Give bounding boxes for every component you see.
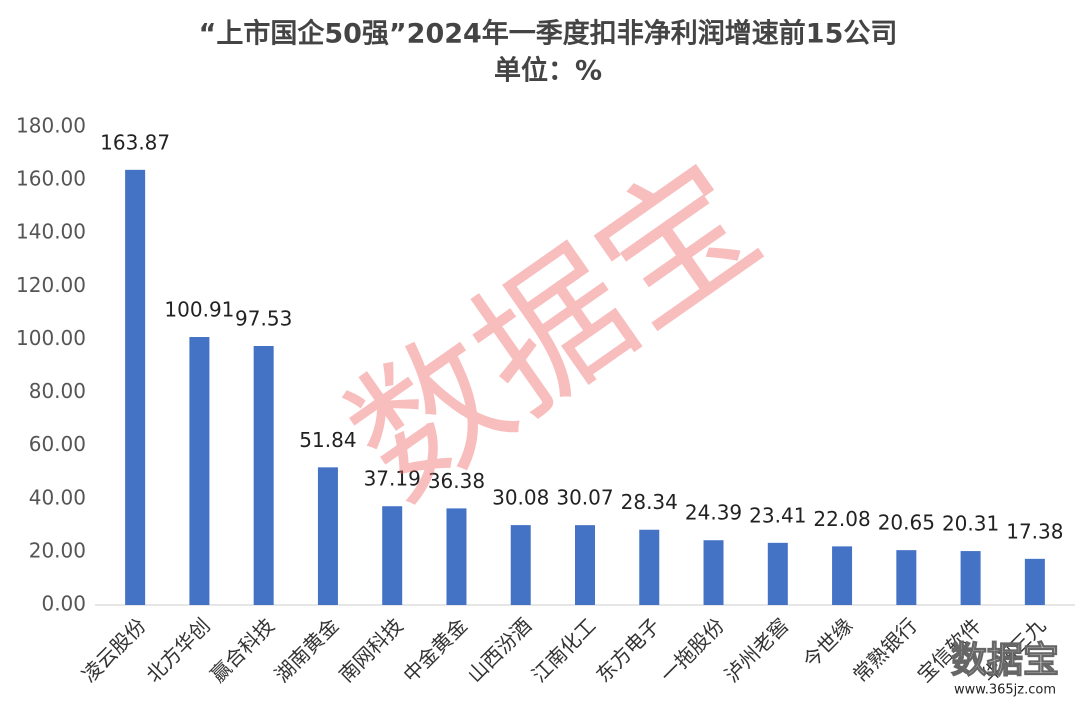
bar — [1024, 558, 1045, 605]
chart-subtitle: 单位：% — [494, 55, 602, 87]
y-tick-label: 100.00 — [16, 326, 86, 350]
x-tick-label: 北方华创 — [141, 613, 215, 687]
bar — [896, 550, 917, 605]
x-tick-label: 凌云股份 — [77, 613, 151, 687]
value-label: 20.31 — [942, 512, 999, 536]
logo-site: www.365jz.com — [954, 683, 1056, 698]
value-label: 17.38 — [1006, 519, 1063, 543]
y-tick-label: 0.00 — [41, 592, 86, 616]
value-label: 24.39 — [685, 501, 742, 525]
bar — [575, 525, 595, 605]
bar — [510, 525, 531, 605]
bar — [382, 506, 403, 605]
x-tick-label: 东方电子 — [591, 613, 665, 687]
y-tick-label: 80.00 — [29, 379, 86, 403]
y-tick-label: 180.00 — [16, 114, 86, 138]
y-tick-label: 140.00 — [16, 220, 86, 244]
bar — [767, 542, 788, 605]
bar — [639, 529, 660, 605]
bar — [703, 540, 724, 605]
bar — [189, 337, 210, 605]
value-label: 30.08 — [492, 486, 549, 510]
value-label: 51.84 — [299, 428, 356, 452]
watermark: 数据宝 — [320, 131, 788, 532]
y-tick-label: 160.00 — [16, 167, 86, 191]
bar — [960, 551, 981, 605]
y-tick-label: 20.00 — [29, 538, 86, 562]
value-label: 100.91 — [164, 298, 234, 322]
value-label: 97.53 — [235, 307, 292, 331]
logo-text: 数据宝 — [951, 640, 1059, 681]
bar — [125, 169, 146, 605]
x-tick-label: 常熟银行 — [848, 613, 922, 687]
x-tick-label: 山西汾酒 — [463, 613, 537, 687]
x-tick-label: 今世缘 — [798, 613, 857, 672]
y-tick-label: 40.00 — [29, 485, 86, 509]
value-label: 28.34 — [621, 490, 678, 514]
value-label: 37.19 — [364, 467, 421, 491]
bar — [446, 508, 467, 605]
x-tick-label: 赢合科技 — [206, 613, 280, 687]
x-tick-label: 中金黄金 — [398, 613, 472, 687]
value-label: 36.38 — [428, 469, 485, 493]
value-label: 22.08 — [813, 507, 870, 531]
value-label: 30.07 — [556, 486, 613, 510]
x-tick-label: 一拖股份 — [655, 613, 729, 687]
x-tick-label: 湖南黄金 — [270, 613, 344, 687]
x-tick-label: 江南化工 — [527, 613, 601, 687]
bar — [832, 546, 853, 605]
bar — [317, 467, 338, 605]
chart-title: “上市国企50强”2024年一季度扣非净利润增速前15公司 — [199, 18, 898, 50]
x-tick-label: 南网科技 — [334, 613, 408, 687]
value-label: 23.41 — [749, 503, 806, 527]
bar — [253, 346, 274, 605]
value-label: 163.87 — [100, 130, 170, 154]
y-tick-label: 60.00 — [29, 432, 86, 456]
x-tick-label: 泸州老窖 — [720, 613, 794, 687]
value-label: 20.65 — [878, 511, 935, 535]
y-tick-label: 120.00 — [16, 273, 86, 297]
